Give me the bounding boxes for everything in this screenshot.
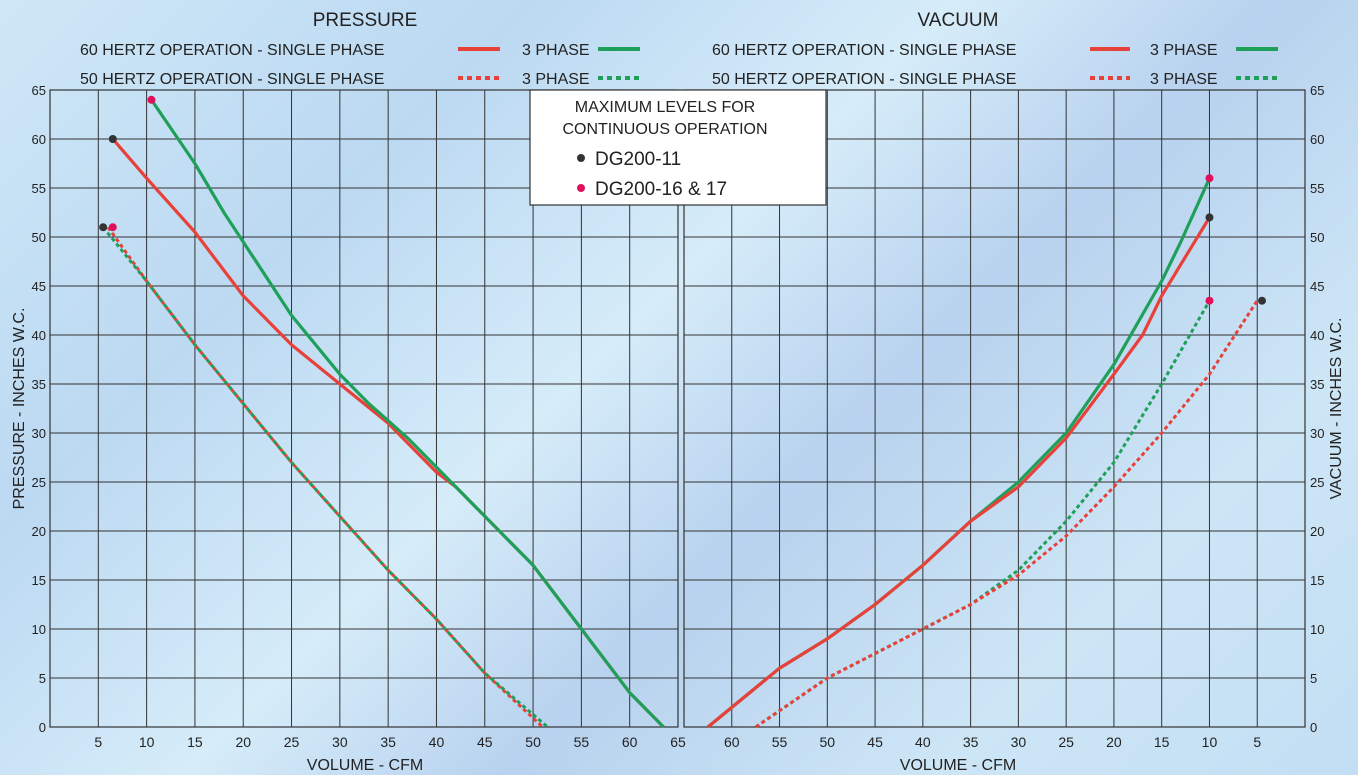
legend-label-3phase: 3 PHASE — [522, 42, 590, 59]
chart-title: VACUUM — [918, 10, 999, 31]
max-levels-callout: MAXIMUM LEVELS FOR CONTINUOUS OPERATION DG… — [529, 89, 827, 206]
legend-label: 50 HERTZ OPERATION - SINGLE PHASE — [80, 71, 384, 88]
x-tick-label: 65 — [670, 734, 686, 750]
vacuum-panel: 0 5 10 15 20 25 30 35 40 45 50 55 60 65 60 55 50 45 40 35 30… — [683, 10, 1345, 774]
x-tick-label: 10 — [139, 734, 155, 750]
x-tick-label: 10 — [1202, 734, 1218, 750]
max-level-marker — [1205, 296, 1214, 305]
legend-label-3phase: 3 PHASE — [1150, 71, 1218, 88]
y-tick-label: 15 — [32, 573, 46, 588]
callout-marker — [577, 184, 585, 192]
y-tick-label: 55 — [1310, 181, 1324, 196]
y-tick-label: 30 — [1310, 426, 1324, 441]
y-tick-label: 50 — [1310, 230, 1324, 245]
y-tick-label: 50 — [32, 230, 46, 245]
y-tick-label: 20 — [32, 524, 46, 539]
x-axis-label: VOLUME - CFM — [900, 757, 1016, 774]
series-line — [754, 299, 1259, 729]
y-axis-label: PRESSURE - INCHES W.C. — [11, 308, 28, 510]
chart-title: PRESSURE — [313, 10, 418, 31]
y-tick-label: 25 — [32, 475, 46, 490]
y-tick-label: 55 — [32, 181, 46, 196]
max-level-marker — [108, 223, 117, 232]
max-level-marker — [1258, 296, 1267, 305]
x-tick-label: 40 — [429, 734, 445, 750]
y-tick-label: 45 — [32, 279, 46, 294]
y-tick-label: 30 — [32, 426, 46, 441]
legend-label: 60 HERTZ OPERATION - SINGLE PHASE — [80, 42, 384, 59]
x-tick-label: 50 — [820, 734, 836, 750]
legend-label: 50 HERTZ OPERATION - SINGLE PHASE — [712, 71, 1016, 88]
y-tick-label: 40 — [32, 328, 46, 343]
x-tick-label: 5 — [1253, 734, 1261, 750]
y-tick-label: 15 — [1310, 573, 1324, 588]
y-tick-label: 45 — [1310, 279, 1324, 294]
x-tick-label: 35 — [963, 734, 979, 750]
x-tick-label: 25 — [284, 734, 300, 750]
x-tick-label: 60 — [622, 734, 638, 750]
y-axis-label: VACUUM - INCHES W.C. — [1328, 318, 1345, 500]
series-line — [706, 177, 1211, 729]
x-tick-label: 55 — [772, 734, 788, 750]
max-level-marker — [99, 223, 108, 232]
max-level-marker — [1205, 213, 1214, 222]
series-line — [106, 226, 544, 729]
legend-label: 60 HERTZ OPERATION - SINGLE PHASE — [712, 42, 1016, 59]
x-tick-label: 40 — [915, 734, 931, 750]
y-tick-label: 35 — [32, 377, 46, 392]
x-tick-label: 35 — [380, 734, 396, 750]
x-tick-label: 45 — [867, 734, 883, 750]
x-tick-label: 30 — [1011, 734, 1027, 750]
x-tick-label: 30 — [332, 734, 348, 750]
y-tick-label: 5 — [1310, 671, 1317, 686]
pressure-panel: 0 5 10 15 20 25 30 35 40 45 50 55 60 65 5 10 15 20 25 30 35 4… — [11, 10, 686, 774]
x-tick-label: 25 — [1058, 734, 1074, 750]
y-tick-label: 35 — [1310, 377, 1324, 392]
max-level-marker — [1205, 174, 1214, 183]
callout-item-label: DG200-16 & 17 — [595, 179, 727, 200]
x-axis-label: VOLUME - CFM — [307, 757, 423, 774]
callout-title-line1: MAXIMUM LEVELS FOR — [575, 99, 755, 116]
y-tick-label: 10 — [32, 622, 46, 637]
y-tick-label: 25 — [1310, 475, 1324, 490]
x-tick-label: 45 — [477, 734, 493, 750]
x-tick-label: 20 — [235, 734, 251, 750]
x-tick-label: 55 — [574, 734, 590, 750]
y-tick-label: 10 — [1310, 622, 1324, 637]
callout-item-label: DG200-11 — [595, 149, 681, 170]
x-tick-label: 20 — [1106, 734, 1122, 750]
x-tick-label: 60 — [724, 734, 740, 750]
legend-label-3phase: 3 PHASE — [522, 71, 590, 88]
x-tick-label: 5 — [94, 734, 102, 750]
y-tick-label: 40 — [1310, 328, 1324, 343]
y-tick-label: 0 — [39, 720, 46, 735]
series-line — [101, 226, 549, 729]
y-tick-label: 20 — [1310, 524, 1324, 539]
y-tick-label: 5 — [39, 671, 46, 686]
y-tick-label: 65 — [1310, 83, 1324, 98]
max-level-marker — [108, 135, 117, 143]
x-tick-label: 15 — [187, 734, 203, 750]
legend-label-3phase: 3 PHASE — [1150, 42, 1218, 59]
callout-title-line2: CONTINUOUS OPERATION — [562, 121, 767, 138]
x-tick-label: 50 — [525, 734, 541, 750]
x-tick-label: 15 — [1154, 734, 1170, 750]
series-line — [150, 98, 665, 729]
series-line — [706, 216, 1211, 729]
y-tick-label: 0 — [1310, 720, 1317, 735]
max-level-marker — [147, 95, 156, 104]
y-tick-label: 60 — [32, 132, 46, 147]
y-tick-label: 65 — [32, 83, 46, 98]
y-tick-label: 60 — [1310, 132, 1324, 147]
callout-marker — [577, 154, 585, 162]
